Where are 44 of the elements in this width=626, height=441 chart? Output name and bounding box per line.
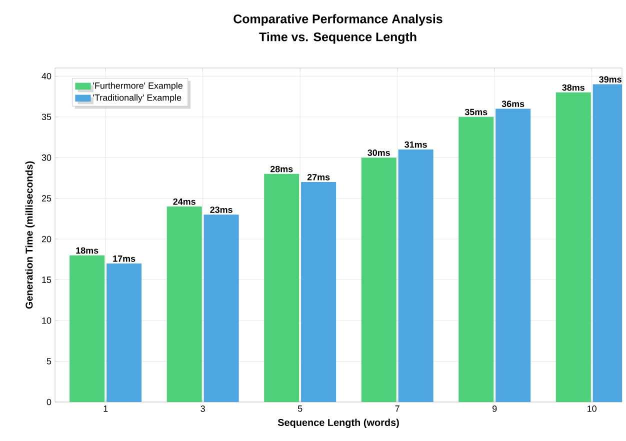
legend-label: 'Furthermore' Example: [93, 82, 182, 91]
y-tick-label: 30: [42, 154, 52, 161]
data-label: 31ms: [404, 141, 427, 148]
x-axis-title: Sequence Length (words): [278, 418, 399, 428]
y-axis-title: Generation Time (milliseconds): [25, 161, 35, 309]
bar: [70, 255, 105, 402]
data-label: 27ms: [307, 174, 330, 180]
y-tick-label: 10: [42, 317, 52, 324]
x-tick-label: 10: [588, 406, 596, 412]
bar: [264, 174, 300, 402]
x-tick-label: 5: [298, 406, 302, 412]
bar: [458, 116, 494, 402]
data-label: 18ms: [76, 247, 98, 254]
bar: [166, 206, 202, 402]
x-tick-label: 9: [492, 406, 497, 412]
data-label: 30ms: [368, 150, 390, 156]
legend-label: 'Traditionally' Example: [93, 94, 182, 103]
x-tick-label: 3: [200, 406, 205, 412]
data-label: 24ms: [173, 198, 196, 205]
y-tick-label: 40: [42, 72, 52, 80]
y-tick-label: 15: [42, 276, 52, 283]
bar: [204, 214, 239, 402]
y-tick-label: 25: [42, 195, 52, 202]
bar: [106, 264, 142, 402]
data-label: 35ms: [464, 108, 488, 116]
y-tick-label: 20: [42, 236, 52, 242]
x-tick-label: 1: [104, 406, 108, 412]
data-label: 23ms: [210, 206, 232, 213]
bar: [398, 149, 434, 402]
chart-subtitle: Time vs. Sequence Length: [259, 32, 416, 44]
data-label: 36ms: [502, 100, 524, 108]
bar: [496, 108, 531, 402]
y-tick-label: 35: [42, 114, 52, 120]
data-label: 28ms: [270, 166, 293, 172]
bar: [361, 158, 396, 402]
data-label: 17ms: [113, 256, 136, 262]
x-tick-label: 7: [395, 406, 400, 412]
data-label: 39ms: [599, 76, 622, 83]
bar: [301, 182, 336, 402]
data-label: 38ms: [562, 84, 584, 91]
y-tick-label: 0: [46, 398, 52, 406]
bar: [556, 92, 591, 402]
y-tick-label: 5: [46, 358, 52, 364]
chart-title: Comparative Performance Analysis: [234, 14, 442, 26]
